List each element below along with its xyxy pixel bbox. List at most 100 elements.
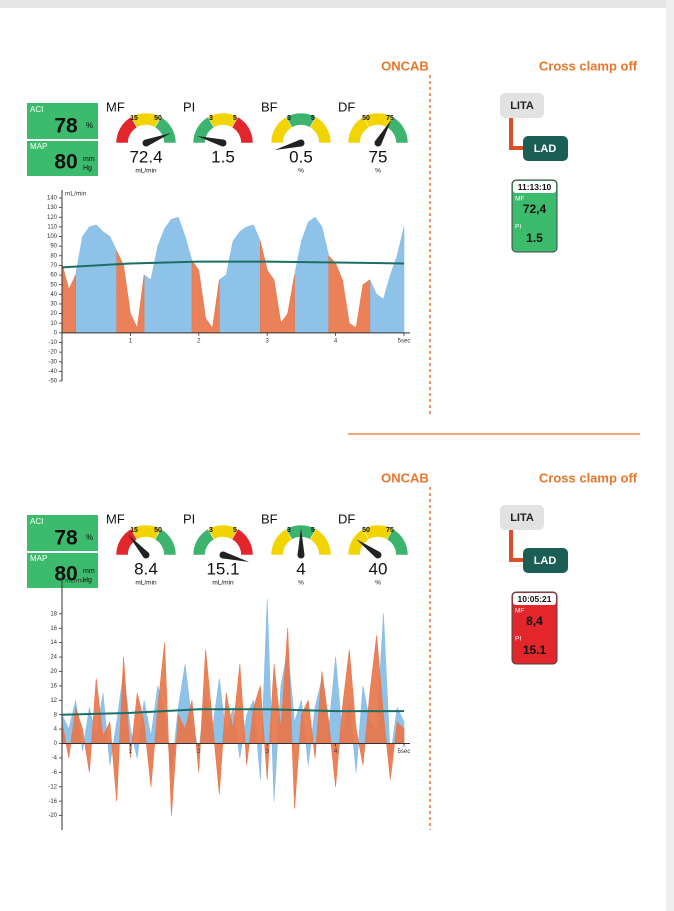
- gauge-hub: [219, 139, 227, 147]
- flow-card-header: [513, 181, 556, 193]
- flow-card-time: 11:13:10: [518, 182, 552, 192]
- gauge-value: 8.4: [134, 559, 158, 578]
- y-tick-label: 8: [54, 712, 58, 718]
- gauge-tick-label: 15: [130, 115, 138, 122]
- gauge-zone: [154, 116, 177, 144]
- y-tick-label: 24: [50, 655, 57, 661]
- gauge-unit: %: [375, 580, 381, 587]
- target-label: LAD: [534, 555, 557, 567]
- clamp-label: Cross clamp off: [539, 470, 638, 485]
- aci-unit: %: [86, 533, 93, 542]
- map-label: MAP: [30, 142, 47, 151]
- gauge-label: BF: [261, 511, 278, 526]
- y-tick-label: -6: [52, 770, 58, 776]
- y-tick-label: 90: [50, 244, 57, 250]
- gauge-tick-label: 5: [311, 115, 315, 122]
- aci-box: [27, 103, 98, 139]
- source-box: [500, 93, 544, 118]
- gauge-label: PI: [183, 99, 195, 114]
- y-tick-label: 20: [50, 311, 57, 317]
- gauge-unit: mL/min: [135, 168, 157, 175]
- y-tick-label: -30: [48, 359, 57, 365]
- map-unit: Hg: [83, 165, 92, 172]
- gauge-needle: [274, 139, 302, 150]
- flow-card-pi: 15.1: [523, 643, 547, 657]
- flow-area: [61, 627, 405, 816]
- y-tick-label: -20: [48, 813, 57, 819]
- gauge-needle: [356, 539, 381, 558]
- gauge-unit: mL/min: [212, 580, 234, 587]
- y-tick-label: 16: [50, 626, 57, 632]
- y-tick-label: -12: [48, 784, 57, 790]
- flow-area: [75, 216, 405, 334]
- x-tick-label: 3: [266, 749, 270, 755]
- gauge-tick-label: 50: [362, 115, 370, 122]
- x-tick-label: 1: [129, 338, 133, 344]
- gauge-tick-label: 50: [154, 115, 162, 122]
- gauge-value: 72.4: [129, 147, 162, 166]
- y-tick-label: -16: [48, 799, 57, 805]
- gauge-needle: [128, 534, 149, 558]
- mean-line: [61, 708, 404, 716]
- flow-card-mf: 8,4: [526, 614, 543, 628]
- flow-card-pi: 1.5: [526, 231, 543, 245]
- y-tick-label: 10: [50, 321, 57, 327]
- gauge-label: DF: [338, 511, 355, 526]
- gauge-zone: [386, 116, 409, 144]
- gauge-needle: [196, 136, 224, 147]
- map-unit: Hg: [83, 577, 92, 584]
- y-tick-label: 40: [50, 292, 57, 298]
- y-tick-label: -10: [48, 340, 57, 346]
- source-label: LITA: [510, 512, 534, 524]
- gauge-tick-label: 3: [287, 115, 291, 122]
- gauge-label: PI: [183, 511, 195, 526]
- y-tick-label: 12: [50, 698, 57, 704]
- x-tick-label: 2: [197, 338, 201, 344]
- y-tick-label: 130: [47, 205, 58, 211]
- map-value: 80: [54, 151, 77, 174]
- top-strip: [0, 0, 674, 8]
- y-tick-label: 80: [50, 253, 57, 259]
- aci-value: 78: [54, 115, 78, 138]
- gauge-value: 40: [369, 559, 388, 578]
- y-tick-label: 0: [54, 330, 58, 336]
- y-tick-label: 70: [50, 263, 57, 269]
- gauge-tick-label: 75: [386, 115, 394, 122]
- x-tick-label: 2: [197, 749, 201, 755]
- gauge-hub: [297, 551, 305, 559]
- flow-card: [511, 591, 558, 665]
- y-tick-label: -50: [48, 379, 57, 385]
- gauge-unit: %: [298, 580, 304, 587]
- mean-line: [61, 260, 405, 269]
- map-unit: mm: [83, 156, 95, 163]
- gauge-label: DF: [338, 99, 355, 114]
- gauge-zone: [386, 528, 409, 556]
- clamp-label: Cross clamp off: [539, 58, 638, 73]
- y-axis-title: mL/min: [65, 191, 87, 198]
- aci-box: [27, 515, 98, 551]
- flow-card-pi-label: PI: [515, 636, 521, 643]
- y-tick-label: -4: [52, 756, 58, 762]
- flow-card-header: [513, 593, 556, 605]
- aci-label: ACI: [30, 105, 43, 114]
- gauge-unit: %: [375, 168, 381, 175]
- gauge-value: 75: [369, 147, 388, 166]
- aci-label: ACI: [30, 517, 43, 526]
- target-box: [523, 548, 568, 573]
- flow-card-time: 10:05:21: [517, 594, 551, 604]
- x-tick-label: 1: [129, 749, 133, 755]
- flow-card: [511, 179, 558, 253]
- event-label: ONCAB: [381, 470, 429, 485]
- gauge-hub: [374, 139, 382, 147]
- y-tick-label: 100: [47, 234, 58, 240]
- map-unit: mm: [83, 568, 95, 575]
- event-label: ONCAB: [381, 58, 429, 73]
- gauge-label: MF: [106, 99, 125, 114]
- flow-card-pi-label: PI: [515, 224, 521, 231]
- y-tick-label: -40: [48, 369, 57, 375]
- gauge-value: 0.5: [289, 147, 313, 166]
- graft-connector: [509, 530, 524, 562]
- gauge-tick-label: 3: [209, 527, 213, 534]
- y-tick-label: -20: [48, 350, 57, 356]
